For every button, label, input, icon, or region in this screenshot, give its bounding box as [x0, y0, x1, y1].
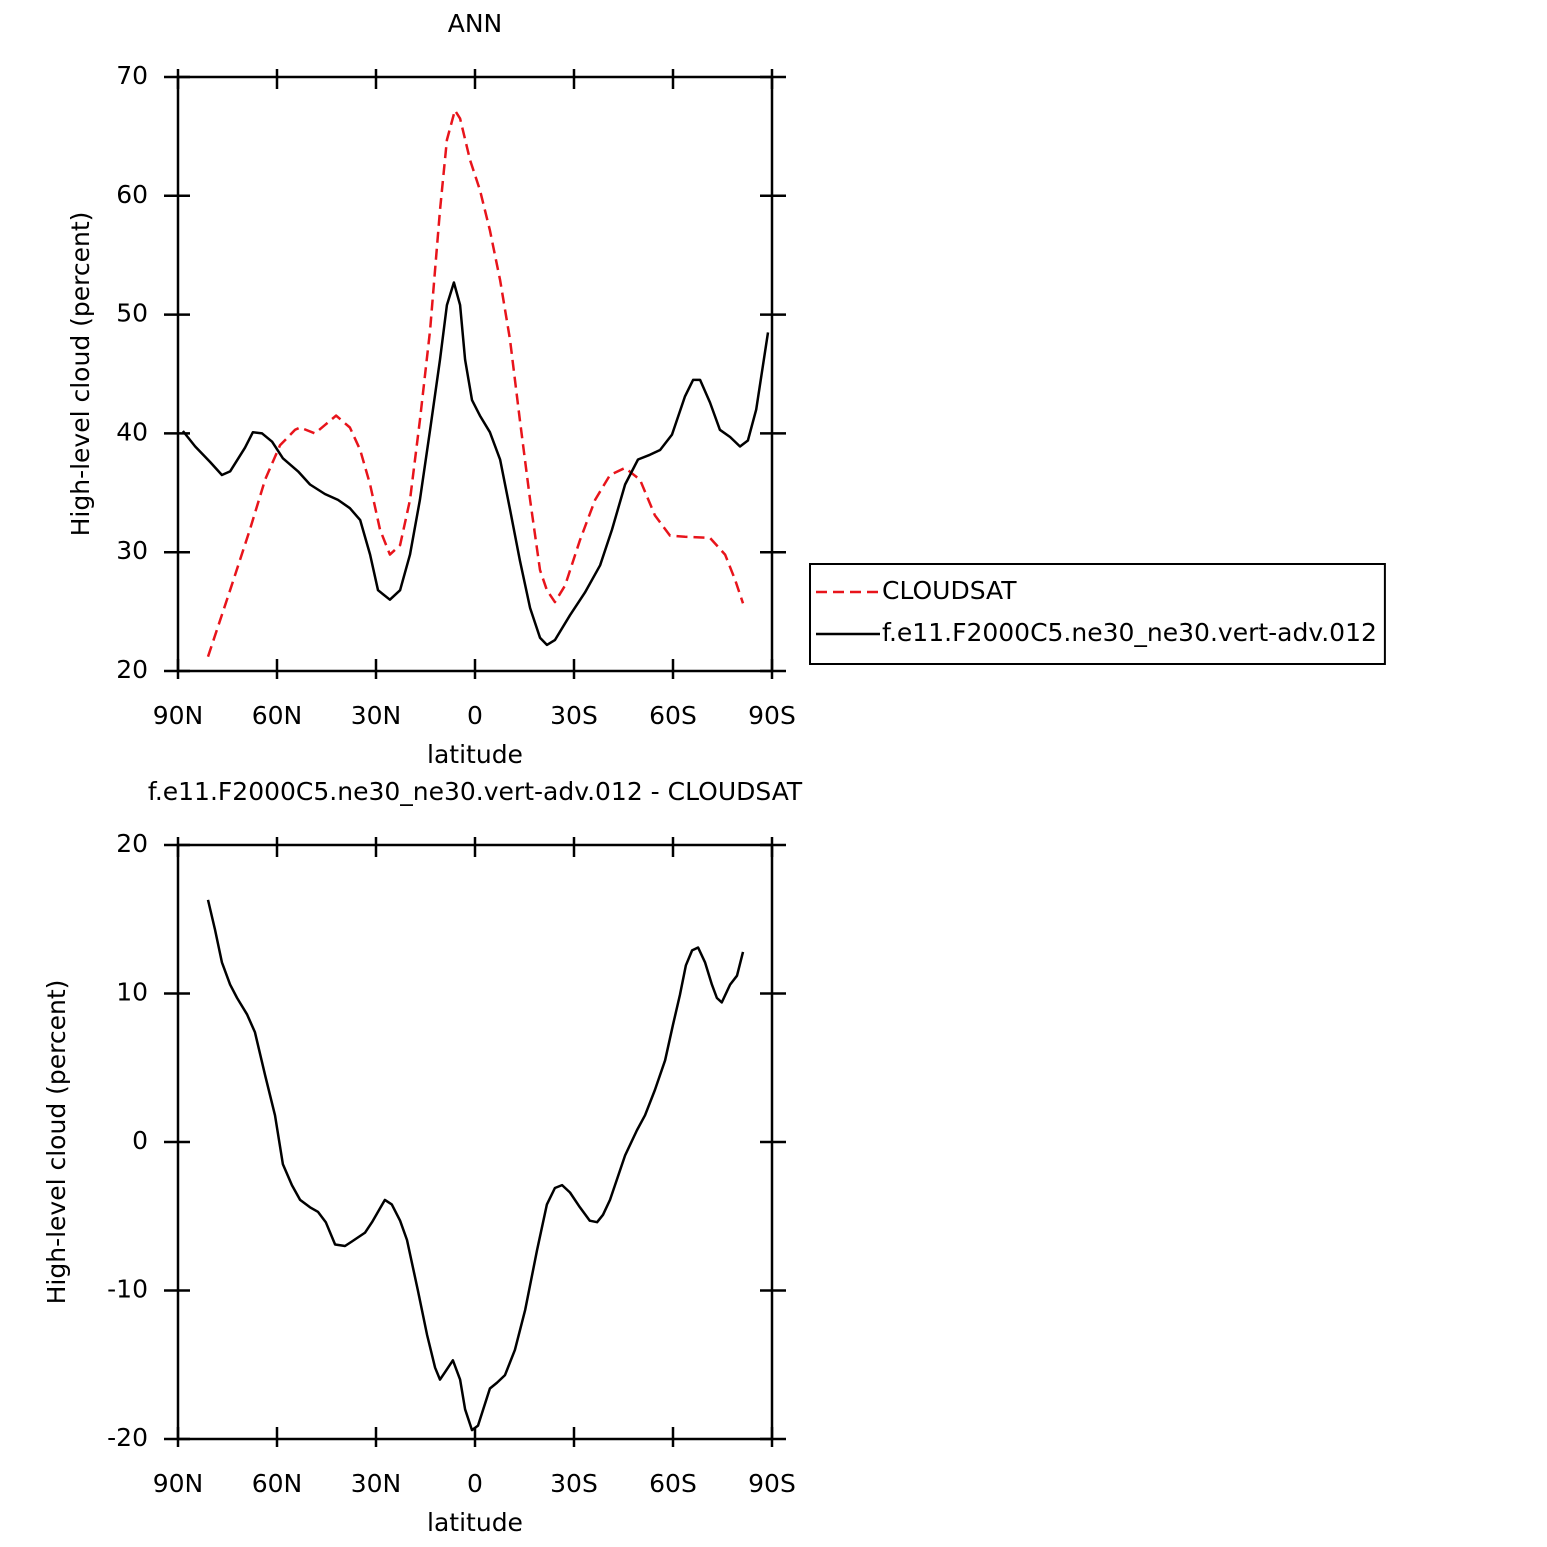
- y-axis-label: High-level cloud (percent): [66, 212, 95, 537]
- y-tick-label: -10: [107, 1275, 148, 1304]
- legend-box: [809, 563, 1386, 665]
- x-tick-label: 90S: [748, 701, 796, 730]
- legend-label: f.e11.F2000C5.ne30_ne30.vert-adv.012: [882, 618, 1377, 647]
- x-tick-label: 30N: [351, 701, 402, 730]
- y-tick-label: 20: [116, 829, 148, 858]
- x-tick-label: 90N: [153, 1469, 204, 1498]
- chart-title: ANN: [448, 9, 503, 38]
- y-tick-label: 0: [132, 1126, 148, 1155]
- legend: CLOUDSAT f.e11.F2000C5.ne30_ne30.vert-adv…: [809, 563, 1386, 665]
- data-line: [206, 899, 745, 1432]
- y-tick-label: 20: [116, 655, 148, 684]
- x-tick-label: 30N: [351, 1469, 402, 1498]
- x-tick-label: 0: [467, 701, 483, 730]
- y-tick-label: 70: [116, 61, 148, 90]
- x-tick-label: 60S: [649, 701, 697, 730]
- plot-frame: [176, 75, 774, 673]
- data-line: [181, 281, 770, 647]
- x-tick-label: 90N: [153, 701, 204, 730]
- x-tick-label: 60S: [649, 1469, 697, 1498]
- x-axis-label: latitude: [427, 1508, 523, 1537]
- x-tick-label: 30S: [550, 701, 598, 730]
- x-tick-label: 30S: [550, 1469, 598, 1498]
- x-tick-label: 60N: [252, 701, 303, 730]
- data-line: [206, 109, 745, 658]
- y-tick-label: 30: [116, 536, 148, 565]
- legend-label: CLOUDSAT: [882, 576, 1017, 605]
- x-tick-label: 60N: [252, 1469, 303, 1498]
- x-tick-label: 0: [467, 1469, 483, 1498]
- chart-title: f.e11.F2000C5.ne30_ne30.vert-adv.012 - C…: [148, 777, 803, 806]
- y-tick-label: 50: [116, 299, 148, 328]
- x-axis-label: latitude: [427, 740, 523, 769]
- y-tick-label: 60: [116, 180, 148, 209]
- x-tick-label: 90S: [748, 1469, 796, 1498]
- y-axis-label: High-level cloud (percent): [42, 980, 71, 1305]
- y-tick-label: 40: [116, 417, 148, 446]
- y-tick-label: 10: [116, 978, 148, 1007]
- y-tick-label: -20: [107, 1423, 148, 1452]
- plot-frame: [176, 843, 774, 1441]
